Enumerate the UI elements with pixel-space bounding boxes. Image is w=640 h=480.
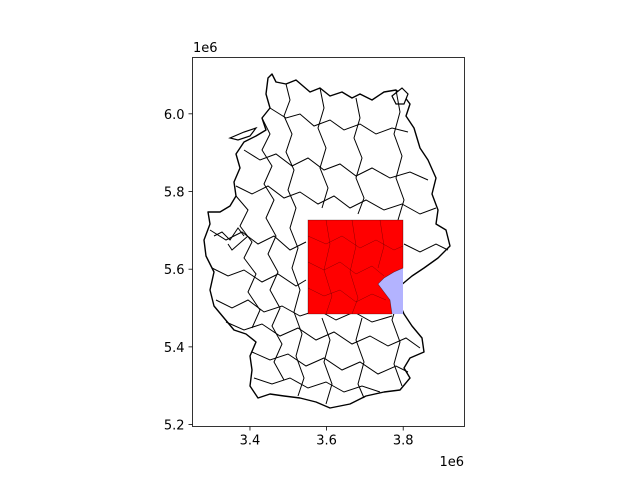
clipped-region-boundaries (307, 219, 404, 315)
highlight-layer (307, 219, 404, 315)
x-tick-label: 3.6 (316, 434, 337, 449)
y-tick-label: 5.2 (164, 419, 185, 434)
y-offset-label: 1e6 (193, 41, 218, 56)
y-axis: 5.2 5.4 5.6 5.8 6.0 (164, 108, 193, 434)
x-axis: 3.4 3.6 3.8 (240, 426, 414, 449)
island-east (391, 87, 409, 105)
y-tick-label: 5.4 (164, 341, 185, 356)
region-boundaries (209, 83, 449, 405)
y-tick-label: 5.8 (164, 186, 185, 201)
island-north (228, 126, 258, 141)
clipped-region (307, 219, 404, 315)
x-offset-label: 1e6 (439, 455, 464, 470)
x-tick-label: 3.4 (240, 434, 261, 449)
axes-frame (192, 57, 465, 427)
x-tick-label: 3.8 (393, 434, 414, 449)
y-tick-label: 5.6 (164, 263, 185, 278)
y-tick-label: 6.0 (164, 108, 185, 123)
